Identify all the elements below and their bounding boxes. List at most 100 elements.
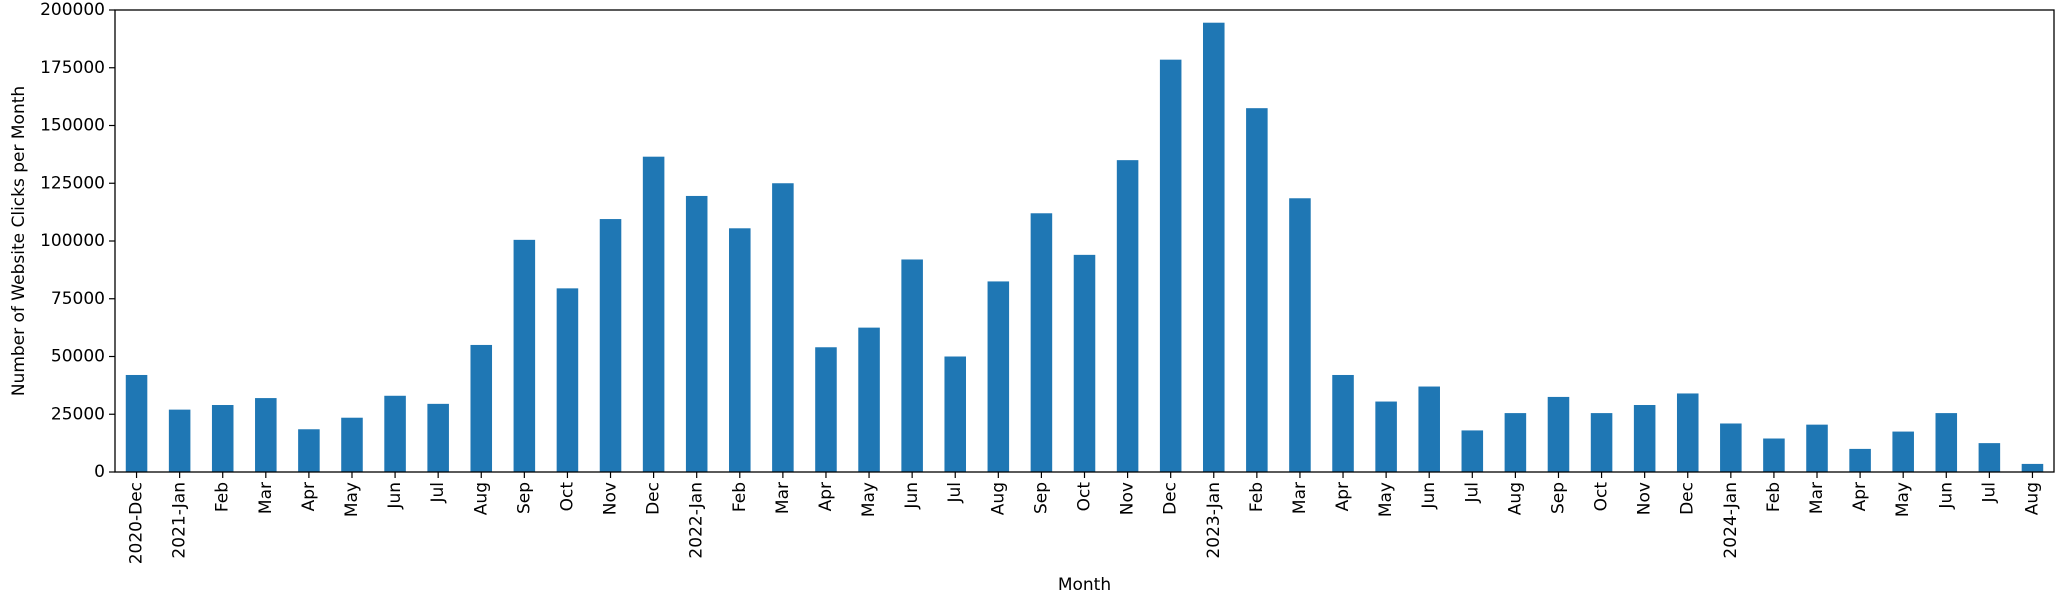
x-tick-label: Jun	[1936, 482, 1956, 510]
x-tick-label: May	[859, 482, 879, 517]
x-tick-label: Aug	[471, 482, 491, 515]
x-tick-label: Mar	[1807, 482, 1827, 514]
x-axis: 2020-Dec 2021-Jan Feb Mar Apr May Jun Jul Aug Sep…	[127, 472, 2042, 564]
y-tick-label: 75000	[51, 289, 105, 309]
bar-17	[858, 327, 880, 472]
y-tick-label: 0	[94, 462, 105, 482]
bar-16	[815, 347, 837, 472]
bar-6	[384, 395, 406, 472]
bar-35	[1633, 405, 1656, 472]
x-tick-label: Aug	[2022, 482, 2042, 515]
x-tick-label: Jul	[1462, 482, 1482, 504]
bar-39	[1806, 424, 1828, 472]
x-tick-label: Nov	[601, 482, 621, 515]
x-tick-label: Apr	[299, 482, 319, 511]
bar-15	[772, 183, 794, 472]
x-tick-label: Jun	[902, 482, 922, 510]
bar-25	[1202, 22, 1225, 473]
bar-32	[1504, 413, 1527, 472]
x-tick-label: Oct	[1075, 482, 1095, 512]
x-tick-label: Oct	[1592, 482, 1612, 512]
x-tick-label: Apr	[816, 482, 836, 511]
x-tick-label: Jun	[1419, 482, 1439, 510]
x-tick-label: 2023-Jan	[1204, 482, 1224, 559]
bar-28	[1332, 374, 1354, 472]
bar-41	[1892, 431, 1914, 472]
bar-9	[513, 239, 536, 472]
bar-3	[255, 398, 277, 472]
bar-21	[1030, 213, 1053, 472]
y-tick-label: 100000	[40, 231, 105, 251]
x-tick-label: Sep	[1031, 482, 1051, 514]
bar-24	[1159, 59, 1182, 472]
bar-14	[729, 228, 751, 472]
bar-1	[168, 409, 191, 472]
x-tick-label: Dec	[1678, 482, 1698, 515]
bar-29	[1375, 401, 1397, 472]
x-tick-label: May	[1376, 482, 1396, 517]
bar-11	[599, 219, 622, 472]
y-tick-label: 200000	[40, 0, 105, 20]
y-tick-label: 25000	[51, 404, 105, 424]
bar-22	[1073, 254, 1096, 472]
bar-2	[211, 405, 234, 472]
x-axis-title: Month	[1058, 575, 1111, 595]
y-axis: 0 25000 50000 75000 100000 125000 150000 175000…	[40, 0, 115, 482]
bar-20	[987, 281, 1010, 472]
x-tick-label: May	[1893, 482, 1913, 517]
x-tick-label: Aug	[988, 482, 1008, 515]
bar-13	[685, 195, 708, 472]
x-tick-label: 2022-Jan	[687, 482, 707, 559]
bar-7	[427, 403, 449, 472]
x-tick-label: Nov	[1635, 482, 1655, 515]
bar-0	[125, 374, 148, 472]
x-tick-label: Jul	[945, 482, 965, 504]
x-tick-label: Feb	[1764, 482, 1784, 512]
x-tick-label: Dec	[644, 482, 664, 515]
bar-31	[1461, 430, 1484, 472]
y-tick-label: 150000	[40, 116, 105, 136]
x-tick-label: Aug	[1505, 482, 1525, 515]
x-tick-label: Apr	[1333, 482, 1353, 511]
bar-30	[1418, 386, 1440, 472]
bar-44	[2021, 463, 2044, 472]
x-tick-label: Mar	[256, 482, 276, 514]
x-tick-label: May	[342, 482, 362, 517]
bar-33	[1547, 396, 1570, 472]
x-tick-label: Feb	[213, 482, 233, 512]
x-tick-label: Oct	[557, 482, 577, 512]
x-tick-label: 2021-Jan	[170, 482, 190, 559]
x-tick-label: Sep	[514, 482, 534, 514]
y-tick-label: 50000	[51, 347, 105, 367]
x-tick-label: Mar	[1290, 482, 1310, 514]
bar-19	[944, 356, 967, 472]
bar-36	[1676, 393, 1699, 472]
bar-18	[901, 259, 923, 472]
x-tick-label: 2024-Jan	[1721, 482, 1741, 559]
bar-38	[1763, 438, 1785, 472]
x-tick-label: Dec	[1161, 482, 1181, 515]
bar-43	[1978, 443, 2001, 472]
bar-4	[298, 429, 320, 472]
bar-8	[470, 344, 493, 472]
x-tick-label: Jun	[385, 482, 405, 510]
bar-26	[1246, 108, 1268, 473]
y-axis-title: Number of Website Clicks per Month	[9, 86, 29, 396]
bar-27	[1289, 198, 1311, 472]
bar-34	[1590, 413, 1613, 472]
bar-10	[556, 288, 579, 472]
x-tick-label: Feb	[1247, 482, 1267, 512]
bars-group	[125, 22, 2044, 473]
x-tick-label: Feb	[730, 482, 750, 512]
bar-23	[1116, 160, 1139, 472]
x-tick-label: 2020-Dec	[127, 482, 147, 564]
x-tick-label: Nov	[1118, 482, 1138, 515]
x-tick-label: Jul	[428, 482, 448, 504]
x-tick-label: Apr	[1850, 482, 1870, 511]
bar-42	[1935, 413, 1958, 472]
bar-12	[642, 156, 665, 472]
y-tick-label: 125000	[40, 173, 105, 193]
bar-37	[1720, 423, 1742, 472]
bar-5	[341, 417, 363, 472]
